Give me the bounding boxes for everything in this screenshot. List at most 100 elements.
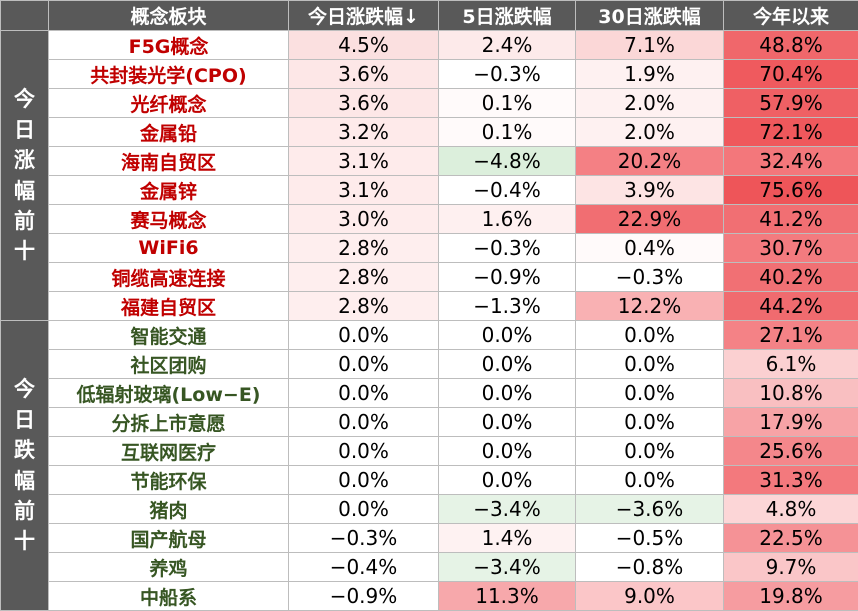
change-30d-cell: 1.9% (576, 60, 724, 89)
table-row[interactable]: 养鸡−0.4%−3.4%−0.8%9.7% (1, 553, 858, 582)
sector-name-cell[interactable]: 赛马概念 (49, 205, 289, 234)
change-ytd-cell: 22.5% (724, 524, 858, 553)
change-today-cell: 2.8% (289, 263, 439, 292)
change-5d-cell: −1.3% (439, 292, 576, 321)
change-5d-cell: 1.6% (439, 205, 576, 234)
header-change-30d[interactable]: 30日涨跌幅 (576, 1, 724, 31)
change-ytd-cell: 32.4% (724, 147, 858, 176)
sector-name-cell[interactable]: 养鸡 (49, 553, 289, 582)
change-30d-cell: 2.0% (576, 118, 724, 147)
change-today-cell: 3.0% (289, 205, 439, 234)
change-today-cell: 3.6% (289, 60, 439, 89)
sector-name-cell[interactable]: 金属铅 (49, 118, 289, 147)
change-today-cell: 0.0% (289, 466, 439, 495)
sector-name-cell[interactable]: 猪肉 (49, 495, 289, 524)
sector-name-cell[interactable]: 金属锌 (49, 176, 289, 205)
change-ytd-cell: 44.2% (724, 292, 858, 321)
change-5d-cell: 1.4% (439, 524, 576, 553)
header-row: 概念板块 今日涨跌幅↓ 5日涨跌幅 30日涨跌幅 今年以来 (1, 1, 858, 31)
change-30d-cell: −0.5% (576, 524, 724, 553)
table-row[interactable]: 共封装光学(CPO)3.6%−0.3%1.9%70.4% (1, 60, 858, 89)
group-label-text: 今日跌幅前十 (13, 374, 36, 557)
change-5d-cell: −0.3% (439, 60, 576, 89)
table-row[interactable]: 国产航母−0.3%1.4%−0.5%22.5% (1, 524, 858, 553)
group-label-top-gainers: 今日涨幅前十 (1, 31, 49, 321)
change-30d-cell: −0.3% (576, 263, 724, 292)
change-5d-cell: 0.0% (439, 379, 576, 408)
change-ytd-cell: 70.4% (724, 60, 858, 89)
sector-name-cell[interactable]: WiFi6 (49, 234, 289, 263)
change-today-cell: −0.4% (289, 553, 439, 582)
change-5d-cell: −4.8% (439, 147, 576, 176)
change-ytd-cell: 41.2% (724, 205, 858, 234)
sector-name-cell[interactable]: 国产航母 (49, 524, 289, 553)
change-ytd-cell: 30.7% (724, 234, 858, 263)
sector-name-cell[interactable]: 共封装光学(CPO) (49, 60, 289, 89)
change-today-cell: 3.6% (289, 89, 439, 118)
sector-name-cell[interactable]: 铜缆高速连接 (49, 263, 289, 292)
table-row[interactable]: 中船系−0.9%11.3%9.0%19.8% (1, 582, 858, 611)
table-row[interactable]: 低辐射玻璃(Low−E)0.0%0.0%0.0%10.8% (1, 379, 858, 408)
change-5d-cell: 11.3% (439, 582, 576, 611)
change-5d-cell: 0.0% (439, 321, 576, 350)
sector-name-cell[interactable]: 节能环保 (49, 466, 289, 495)
change-30d-cell: 0.0% (576, 321, 724, 350)
change-30d-cell: 0.0% (576, 379, 724, 408)
sector-name-cell[interactable]: 海南自贸区 (49, 147, 289, 176)
change-5d-cell: 0.1% (439, 118, 576, 147)
change-5d-cell: −3.4% (439, 553, 576, 582)
change-ytd-cell: 75.6% (724, 176, 858, 205)
change-30d-cell: 2.0% (576, 89, 724, 118)
header-change-5d[interactable]: 5日涨跌幅 (439, 1, 576, 31)
sector-name-cell[interactable]: 分拆上市意愿 (49, 408, 289, 437)
sector-name-cell[interactable]: 低辐射玻璃(Low−E) (49, 379, 289, 408)
change-5d-cell: 0.0% (439, 350, 576, 379)
sector-name-cell[interactable]: 光纤概念 (49, 89, 289, 118)
change-5d-cell: −3.4% (439, 495, 576, 524)
change-today-cell: 2.8% (289, 292, 439, 321)
change-ytd-cell: 17.9% (724, 408, 858, 437)
sector-name-cell[interactable]: 中船系 (49, 582, 289, 611)
change-30d-cell: 9.0% (576, 582, 724, 611)
change-ytd-cell: 27.1% (724, 321, 858, 350)
header-change-today[interactable]: 今日涨跌幅↓ (289, 1, 439, 31)
change-5d-cell: −0.9% (439, 263, 576, 292)
sector-name-cell[interactable]: 互联网医疗 (49, 437, 289, 466)
sector-name-cell[interactable]: 智能交通 (49, 321, 289, 350)
change-ytd-cell: 19.8% (724, 582, 858, 611)
change-5d-cell: −0.3% (439, 234, 576, 263)
change-ytd-cell: 57.9% (724, 89, 858, 118)
change-today-cell: 0.0% (289, 321, 439, 350)
change-today-cell: −0.9% (289, 582, 439, 611)
sector-name-cell[interactable]: F5G概念 (49, 31, 289, 60)
change-today-cell: 3.1% (289, 147, 439, 176)
change-today-cell: 0.0% (289, 495, 439, 524)
change-ytd-cell: 72.1% (724, 118, 858, 147)
header-corner (1, 1, 49, 31)
change-ytd-cell: 48.8% (724, 31, 858, 60)
change-ytd-cell: 6.1% (724, 350, 858, 379)
change-30d-cell: 7.1% (576, 31, 724, 60)
header-sector[interactable]: 概念板块 (49, 1, 289, 31)
sector-name-cell[interactable]: 社区团购 (49, 350, 289, 379)
change-30d-cell: 0.0% (576, 437, 724, 466)
sector-name-cell[interactable]: 福建自贸区 (49, 292, 289, 321)
change-ytd-cell: 10.8% (724, 379, 858, 408)
header-change-ytd[interactable]: 今年以来 (724, 1, 858, 31)
